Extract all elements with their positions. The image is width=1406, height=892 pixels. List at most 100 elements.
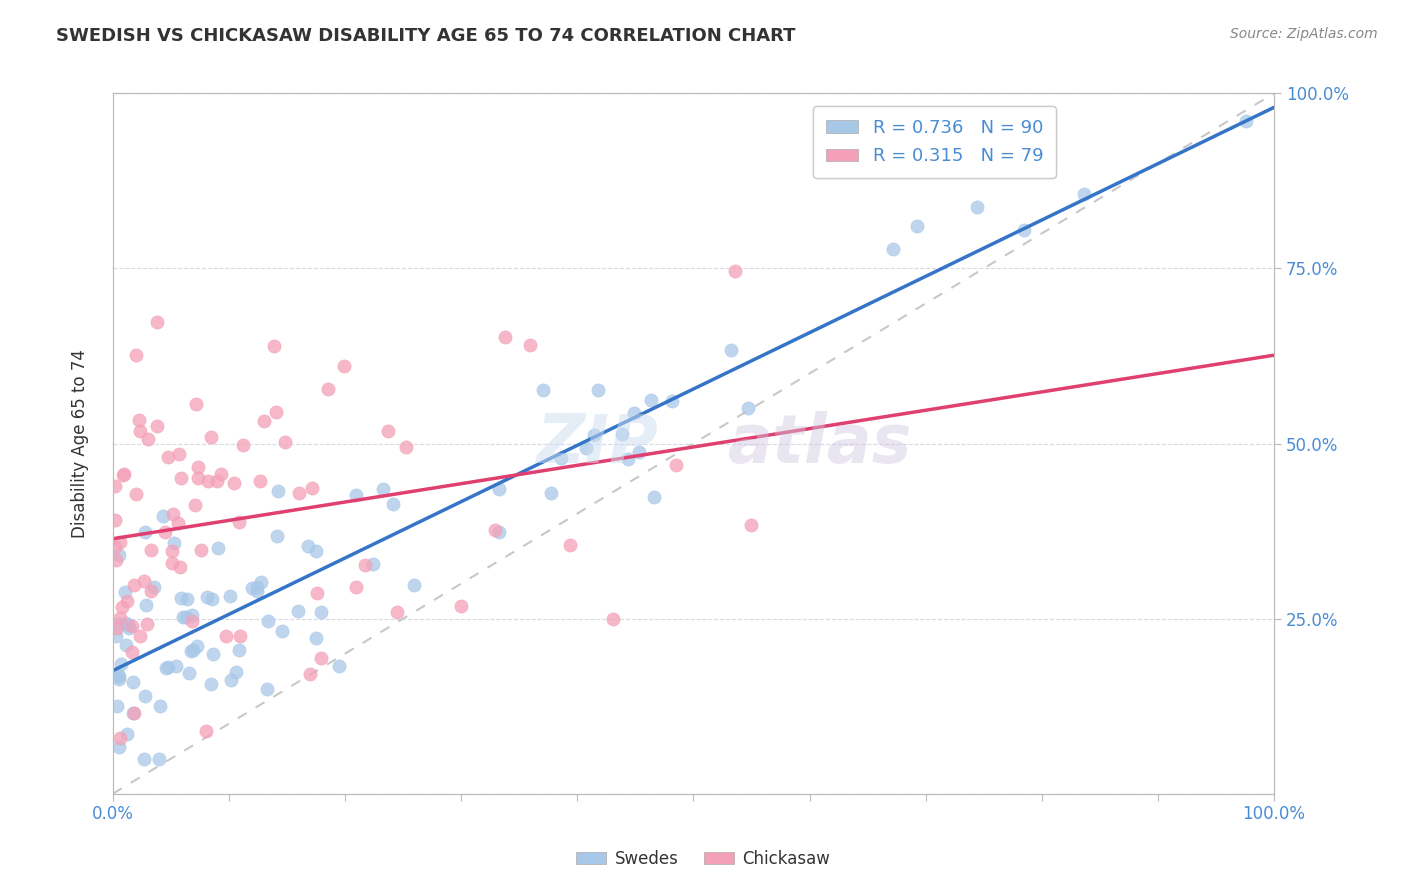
- Point: [179, 665, 201, 680]
- Point: [163, 536, 186, 550]
- Point: [201, 592, 224, 607]
- Point: [117, 727, 139, 741]
- Point: [344, 580, 367, 594]
- Point: [184, 397, 207, 411]
- Point: [180, 643, 202, 657]
- Point: [115, 638, 138, 652]
- Point: [720, 343, 742, 357]
- Point: [333, 359, 356, 373]
- Point: [190, 543, 212, 558]
- Point: [170, 591, 193, 605]
- Point: [136, 432, 159, 446]
- Y-axis label: Disability Age 65 to 74: Disability Age 65 to 74: [72, 349, 89, 538]
- Point: [382, 497, 405, 511]
- Point: [107, 616, 129, 631]
- Point: [550, 450, 572, 465]
- Point: [114, 584, 136, 599]
- Point: [134, 525, 156, 540]
- Point: [112, 468, 135, 483]
- Point: [111, 600, 134, 615]
- Point: [181, 615, 204, 629]
- Point: [225, 665, 247, 680]
- Point: [250, 575, 273, 590]
- Text: atlas: atlas: [728, 410, 912, 476]
- Point: [181, 643, 204, 657]
- Point: [194, 723, 217, 738]
- Point: [195, 590, 218, 604]
- Point: [494, 329, 516, 343]
- Point: [219, 589, 242, 603]
- Point: [104, 553, 127, 567]
- Point: [602, 612, 624, 626]
- Point: [169, 560, 191, 574]
- Point: [298, 666, 321, 681]
- Point: [640, 393, 662, 408]
- Point: [560, 539, 582, 553]
- Point: [121, 706, 143, 720]
- Legend: R = 0.736   N = 90, R = 0.315   N = 79: R = 0.736 N = 90, R = 0.315 N = 79: [813, 106, 1056, 178]
- Point: [297, 539, 319, 553]
- Point: [125, 348, 148, 362]
- Point: [205, 474, 228, 488]
- Point: [167, 447, 190, 461]
- Point: [105, 699, 128, 714]
- Point: [112, 467, 135, 482]
- Point: [160, 556, 183, 570]
- Point: [187, 460, 209, 475]
- Point: [1012, 223, 1035, 237]
- Point: [108, 548, 131, 562]
- Point: [146, 315, 169, 329]
- Point: [107, 669, 129, 683]
- Point: [132, 574, 155, 588]
- Point: [274, 434, 297, 449]
- Point: [344, 488, 367, 502]
- Point: [628, 445, 651, 459]
- Point: [117, 618, 139, 632]
- Point: [201, 647, 224, 661]
- Point: [153, 525, 176, 540]
- Point: [200, 430, 222, 444]
- Point: [531, 383, 554, 397]
- Point: [616, 452, 638, 467]
- Point: [187, 471, 209, 485]
- Point: [724, 264, 747, 278]
- Point: [1073, 187, 1095, 202]
- Point: [197, 475, 219, 489]
- Point: [966, 201, 988, 215]
- Point: [172, 610, 194, 624]
- Point: [104, 629, 127, 643]
- Point: [143, 580, 166, 594]
- Point: [665, 458, 688, 473]
- Legend: Swedes, Chickasaw: Swedes, Chickasaw: [569, 844, 837, 875]
- Point: [135, 617, 157, 632]
- Point: [121, 618, 143, 632]
- Point: [232, 438, 254, 452]
- Point: [114, 615, 136, 630]
- Point: [267, 484, 290, 499]
- Point: [118, 621, 141, 635]
- Point: [134, 689, 156, 703]
- Point: [139, 583, 162, 598]
- Point: [125, 487, 148, 501]
- Text: Source: ZipAtlas.com: Source: ZipAtlas.com: [1230, 27, 1378, 41]
- Point: [643, 490, 665, 504]
- Point: [174, 610, 197, 624]
- Point: [149, 699, 172, 714]
- Point: [395, 440, 418, 454]
- Point: [135, 598, 157, 612]
- Point: [377, 424, 399, 438]
- Point: [176, 591, 198, 606]
- Point: [905, 219, 928, 234]
- Point: [305, 631, 328, 645]
- Point: [181, 607, 204, 622]
- Point: [166, 516, 188, 530]
- Point: [122, 577, 145, 591]
- Point: [484, 523, 506, 537]
- Point: [256, 614, 278, 628]
- Point: [246, 580, 269, 594]
- Point: [301, 481, 323, 495]
- Point: [200, 677, 222, 691]
- Point: [152, 508, 174, 523]
- Point: [229, 629, 252, 643]
- Point: [328, 659, 350, 673]
